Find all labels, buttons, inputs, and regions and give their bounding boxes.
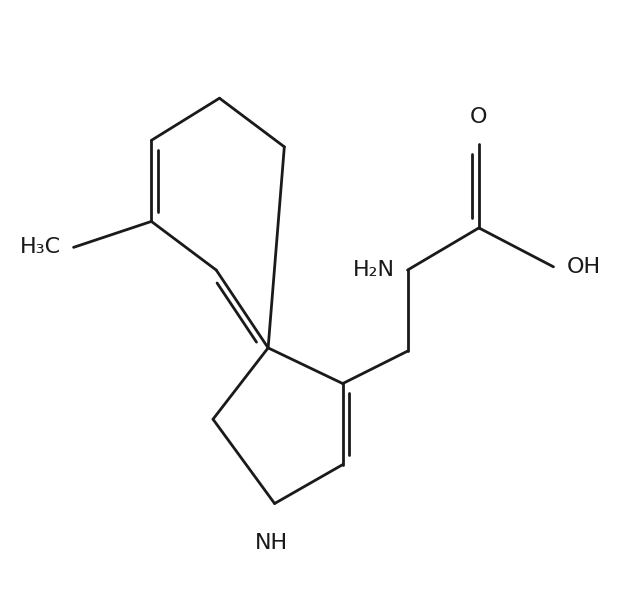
Text: NH: NH bbox=[255, 533, 288, 553]
Text: H₃C: H₃C bbox=[19, 237, 61, 258]
Text: O: O bbox=[470, 107, 488, 127]
Text: OH: OH bbox=[566, 257, 600, 277]
Text: H₂N: H₂N bbox=[353, 260, 395, 280]
